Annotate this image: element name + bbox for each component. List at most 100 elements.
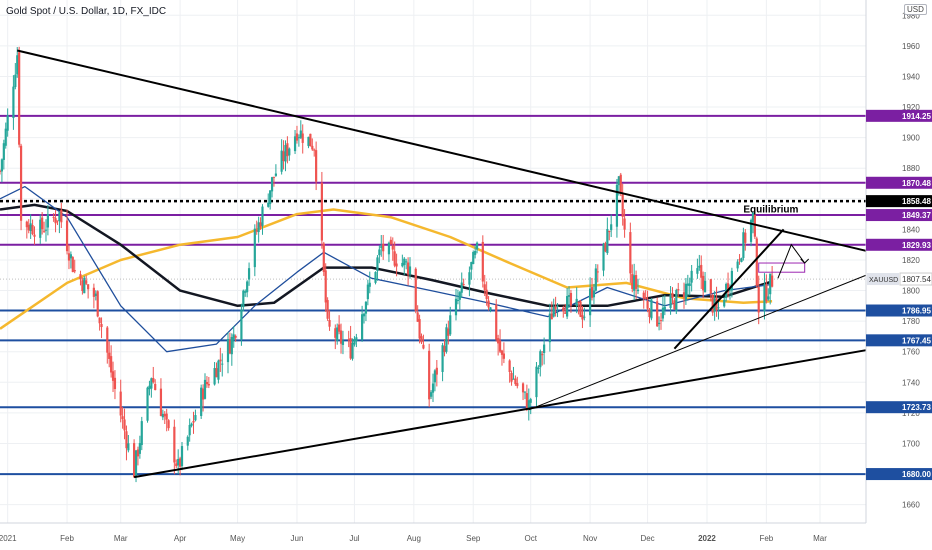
candle-body	[657, 322, 661, 325]
candle-body	[642, 292, 645, 299]
candle-body	[539, 351, 542, 368]
candle-body	[475, 242, 479, 250]
candle-body	[246, 281, 249, 293]
candle-body	[550, 313, 553, 320]
candle-body	[481, 241, 484, 282]
projection-path	[777, 243, 806, 279]
candle-body	[67, 253, 71, 261]
candle-body	[261, 206, 264, 226]
candle-body	[368, 282, 371, 287]
price-tick-label: 1800	[902, 287, 920, 296]
candle-body	[175, 463, 178, 467]
candle-body	[94, 293, 97, 297]
candle-body	[702, 275, 705, 291]
candle-body	[121, 416, 124, 420]
candle-body	[500, 350, 504, 355]
candle-body	[226, 339, 230, 363]
candle-body	[675, 290, 678, 312]
candle-body	[387, 242, 391, 255]
candle-body	[602, 243, 605, 271]
candle-body	[39, 219, 42, 238]
time-tick-label: Dec	[640, 534, 654, 543]
candle-body	[272, 176, 276, 178]
candle-body	[589, 288, 592, 316]
candle-body	[644, 297, 647, 299]
currency-button[interactable]: USD	[904, 4, 927, 15]
candle-body	[405, 261, 408, 263]
candle-body	[188, 424, 191, 436]
candle-body	[242, 290, 245, 308]
candle-body	[606, 229, 609, 254]
price-tick-label: 1700	[902, 439, 920, 448]
candle-body	[380, 246, 383, 248]
candle-body	[717, 307, 720, 309]
candle-body	[556, 305, 559, 307]
candle-body	[543, 344, 546, 354]
candle-body	[19, 145, 23, 221]
candle-body	[313, 149, 316, 151]
candle-body	[604, 243, 607, 252]
candle-body	[6, 115, 9, 131]
candle-body	[85, 280, 88, 284]
candle-body	[567, 295, 571, 297]
candle-body	[73, 270, 76, 272]
candle-body	[92, 287, 95, 297]
candle-body	[79, 274, 82, 280]
candle-body	[715, 298, 718, 311]
candle-body	[31, 225, 34, 235]
candle-body	[700, 264, 703, 278]
candle-body	[0, 170, 2, 172]
candle-body	[232, 334, 235, 340]
candle-body	[669, 294, 672, 308]
candle-body	[154, 383, 157, 391]
candle-body	[301, 133, 304, 143]
candle-body	[320, 182, 323, 241]
time-axis[interactable]: 2021 Feb Mar Apr May Jun Jul Aug Sep Oct Nov Dec 202…	[0, 522, 932, 550]
candle-body	[541, 354, 544, 356]
candle-body	[309, 133, 312, 147]
candle-body	[378, 249, 381, 256]
candle-body	[682, 292, 686, 298]
candle-body	[765, 284, 768, 302]
candle-body	[288, 148, 291, 156]
candle-body	[339, 330, 343, 344]
candle-body	[617, 176, 620, 186]
candle-body	[98, 317, 101, 324]
candle-body	[581, 315, 584, 320]
candle-body	[569, 292, 573, 306]
candle-body	[52, 217, 55, 219]
time-tick-label: Mar	[813, 534, 827, 543]
candle-body	[742, 232, 745, 259]
candle-body	[315, 150, 318, 182]
candle-body	[307, 136, 310, 146]
candle-body	[458, 292, 461, 300]
time-tick-label: Oct	[524, 534, 537, 543]
candle-body	[282, 151, 285, 161]
drawings: Equilibrium	[743, 205, 810, 279]
candle-body	[703, 280, 707, 293]
candle-body	[523, 391, 527, 393]
level-price-label: 1858.48	[902, 197, 931, 206]
candle-body	[521, 383, 525, 393]
candle-body	[322, 243, 325, 272]
candle-body	[431, 383, 435, 393]
candle-body	[106, 327, 109, 353]
price-tick-label: 1920	[902, 103, 920, 112]
trendlines	[17, 49, 867, 479]
candle-body	[33, 234, 36, 237]
candle-body	[186, 436, 189, 446]
price-tick-label: 1880	[902, 164, 920, 173]
candle-body	[71, 257, 74, 273]
trendline	[673, 228, 785, 350]
candle-body	[596, 271, 599, 273]
price-axis[interactable]: 1660168017001720174017601780180018201840…	[865, 0, 932, 550]
candle-body	[125, 431, 128, 449]
candle-body	[474, 250, 477, 255]
candle-body	[12, 86, 15, 119]
candle-body	[420, 336, 423, 343]
time-tick-label: Mar	[114, 534, 128, 543]
candle-body	[44, 229, 48, 231]
candle-body	[127, 443, 130, 451]
candle-body	[403, 258, 406, 266]
